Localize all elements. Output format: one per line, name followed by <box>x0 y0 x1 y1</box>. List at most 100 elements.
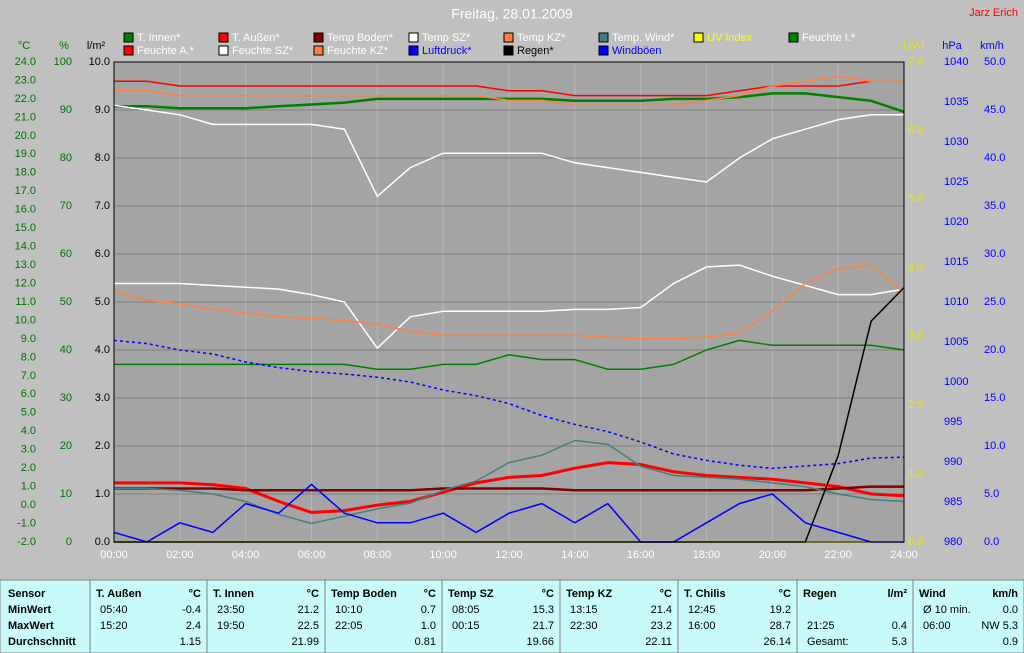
column-name: T. Außen <box>96 588 142 600</box>
column-name: Wind <box>919 588 946 600</box>
legend-swatch <box>218 32 229 43</box>
y-tick-label: 995 <box>944 416 962 428</box>
x-tick-label: 04:00 <box>232 549 260 561</box>
y-tick-label: 15.0 <box>984 392 1005 404</box>
column-unit: °C <box>189 588 201 600</box>
axis-unit: l/m² <box>87 40 106 52</box>
stats-table-bg <box>0 579 1024 653</box>
y-tick-label: 6.0 <box>21 388 36 400</box>
y-tick-label: 18.0 <box>15 167 36 179</box>
legend-swatch <box>598 45 609 56</box>
series-line <box>114 485 904 492</box>
legend-swatch <box>123 32 134 43</box>
y-tick-label: 80 <box>60 152 72 164</box>
series-line <box>114 75 904 106</box>
cell-value: 21.2 <box>298 604 319 616</box>
y-tick-label: 7.0 <box>908 56 923 68</box>
y-tick-label: 1035 <box>944 96 968 108</box>
cell-value: 1.0 <box>421 620 436 632</box>
cell-value: 15.3 <box>533 604 554 616</box>
legend-label: Feuchte KZ* <box>327 45 389 57</box>
column-unit: °C <box>424 588 436 600</box>
y-tick-label: 7.0 <box>21 370 36 382</box>
x-tick-label: 16:00 <box>627 549 655 561</box>
y-tick-label: 25.0 <box>984 296 1005 308</box>
column-unit: °C <box>660 588 672 600</box>
cell-value: 21.99 <box>291 636 319 648</box>
legend-label: Temp SZ* <box>422 32 471 44</box>
axis-unit: °C <box>18 40 30 52</box>
series-line <box>114 439 905 525</box>
y-tick-label: 5.0 <box>984 488 999 500</box>
cell-value: 1.15 <box>180 636 201 648</box>
column-unit: °C <box>542 588 554 600</box>
series-line <box>113 264 905 340</box>
y-tick-label: 10.0 <box>984 440 1005 452</box>
y-tick-label: 22.0 <box>15 93 36 105</box>
column-name: T. Chilis <box>684 588 726 600</box>
cell-time: 13:15 <box>570 604 598 616</box>
cell-time: 10:10 <box>335 604 363 616</box>
y-tick-label: 2.0 <box>908 399 923 411</box>
column-unit: l/m² <box>887 588 907 600</box>
cell-time: 23:50 <box>217 604 245 616</box>
y-tick-label: 13.0 <box>15 259 36 271</box>
cell-value: 0.7 <box>421 604 436 616</box>
y-tick-label: 9.0 <box>95 104 110 116</box>
y-tick-label: 1000 <box>944 376 968 388</box>
cell-value: 21.4 <box>651 604 672 616</box>
series-line <box>114 92 905 113</box>
table-header: Sensor <box>8 588 46 600</box>
cell-value: 5.3 <box>892 636 907 648</box>
y-tick-label: 0.0 <box>908 536 923 548</box>
cell-time: 15:20 <box>100 620 128 632</box>
y-tick-label: 3.0 <box>908 330 923 342</box>
cell-value: 23.2 <box>651 620 672 632</box>
y-tick-label: 35.0 <box>984 200 1005 212</box>
y-tick-label: 70 <box>60 200 72 212</box>
cell-value: 19.2 <box>770 604 791 616</box>
cell-time: 19:50 <box>217 620 245 632</box>
y-tick-label: 50 <box>60 296 72 308</box>
y-tick-label: 3.0 <box>21 444 36 456</box>
series-line <box>114 264 905 350</box>
y-tick-label: 4.0 <box>95 344 110 356</box>
axis-unit: hPa <box>942 40 962 52</box>
y-tick-label: 1020 <box>944 216 968 228</box>
legend-label: Luftdruck* <box>422 45 472 57</box>
y-tick-label: 20.0 <box>984 344 1005 356</box>
y-tick-label: 1.0 <box>21 481 36 493</box>
cell-value: 0.9 <box>1003 636 1018 648</box>
legend-label: UV Index <box>707 32 753 44</box>
cell-value: -0.4 <box>182 604 201 616</box>
legend-label: Windböen <box>612 45 662 57</box>
cell-value: 22.11 <box>645 636 672 648</box>
y-tick-label: 12.0 <box>15 277 36 289</box>
axis-unit: km/h <box>980 40 1004 52</box>
cell-time: 05:40 <box>100 604 128 616</box>
legend-label: Feuchte I.* <box>802 32 856 44</box>
legend-swatch <box>408 45 419 56</box>
y-tick-label: 6.0 <box>95 248 110 260</box>
cell-time: 22:05 <box>335 620 363 632</box>
y-tick-label: 11.0 <box>15 296 36 308</box>
y-tick-label: 5.0 <box>908 193 923 205</box>
series-line <box>114 461 905 515</box>
y-tick-label: 20.0 <box>15 130 36 142</box>
row-label: Durchschnitt <box>8 636 76 648</box>
x-tick-label: 20:00 <box>759 549 787 561</box>
y-tick-label: 20 <box>60 440 72 452</box>
cell-time: 06:00 <box>923 620 951 632</box>
cell-value: 0.81 <box>415 636 436 648</box>
y-tick-label: 30 <box>60 392 72 404</box>
legend-label: Feuchte SZ* <box>232 45 294 57</box>
y-tick-label: 1.0 <box>908 467 923 479</box>
column-unit: °C <box>779 588 791 600</box>
x-tick-label: 22:00 <box>824 549 852 561</box>
y-tick-label: 0.0 <box>95 536 110 548</box>
x-tick-label: 00:00 <box>100 549 128 561</box>
y-tick-label: 21.0 <box>15 111 36 123</box>
column-name: T. Innen <box>213 588 254 600</box>
column-unit: °C <box>307 588 319 600</box>
